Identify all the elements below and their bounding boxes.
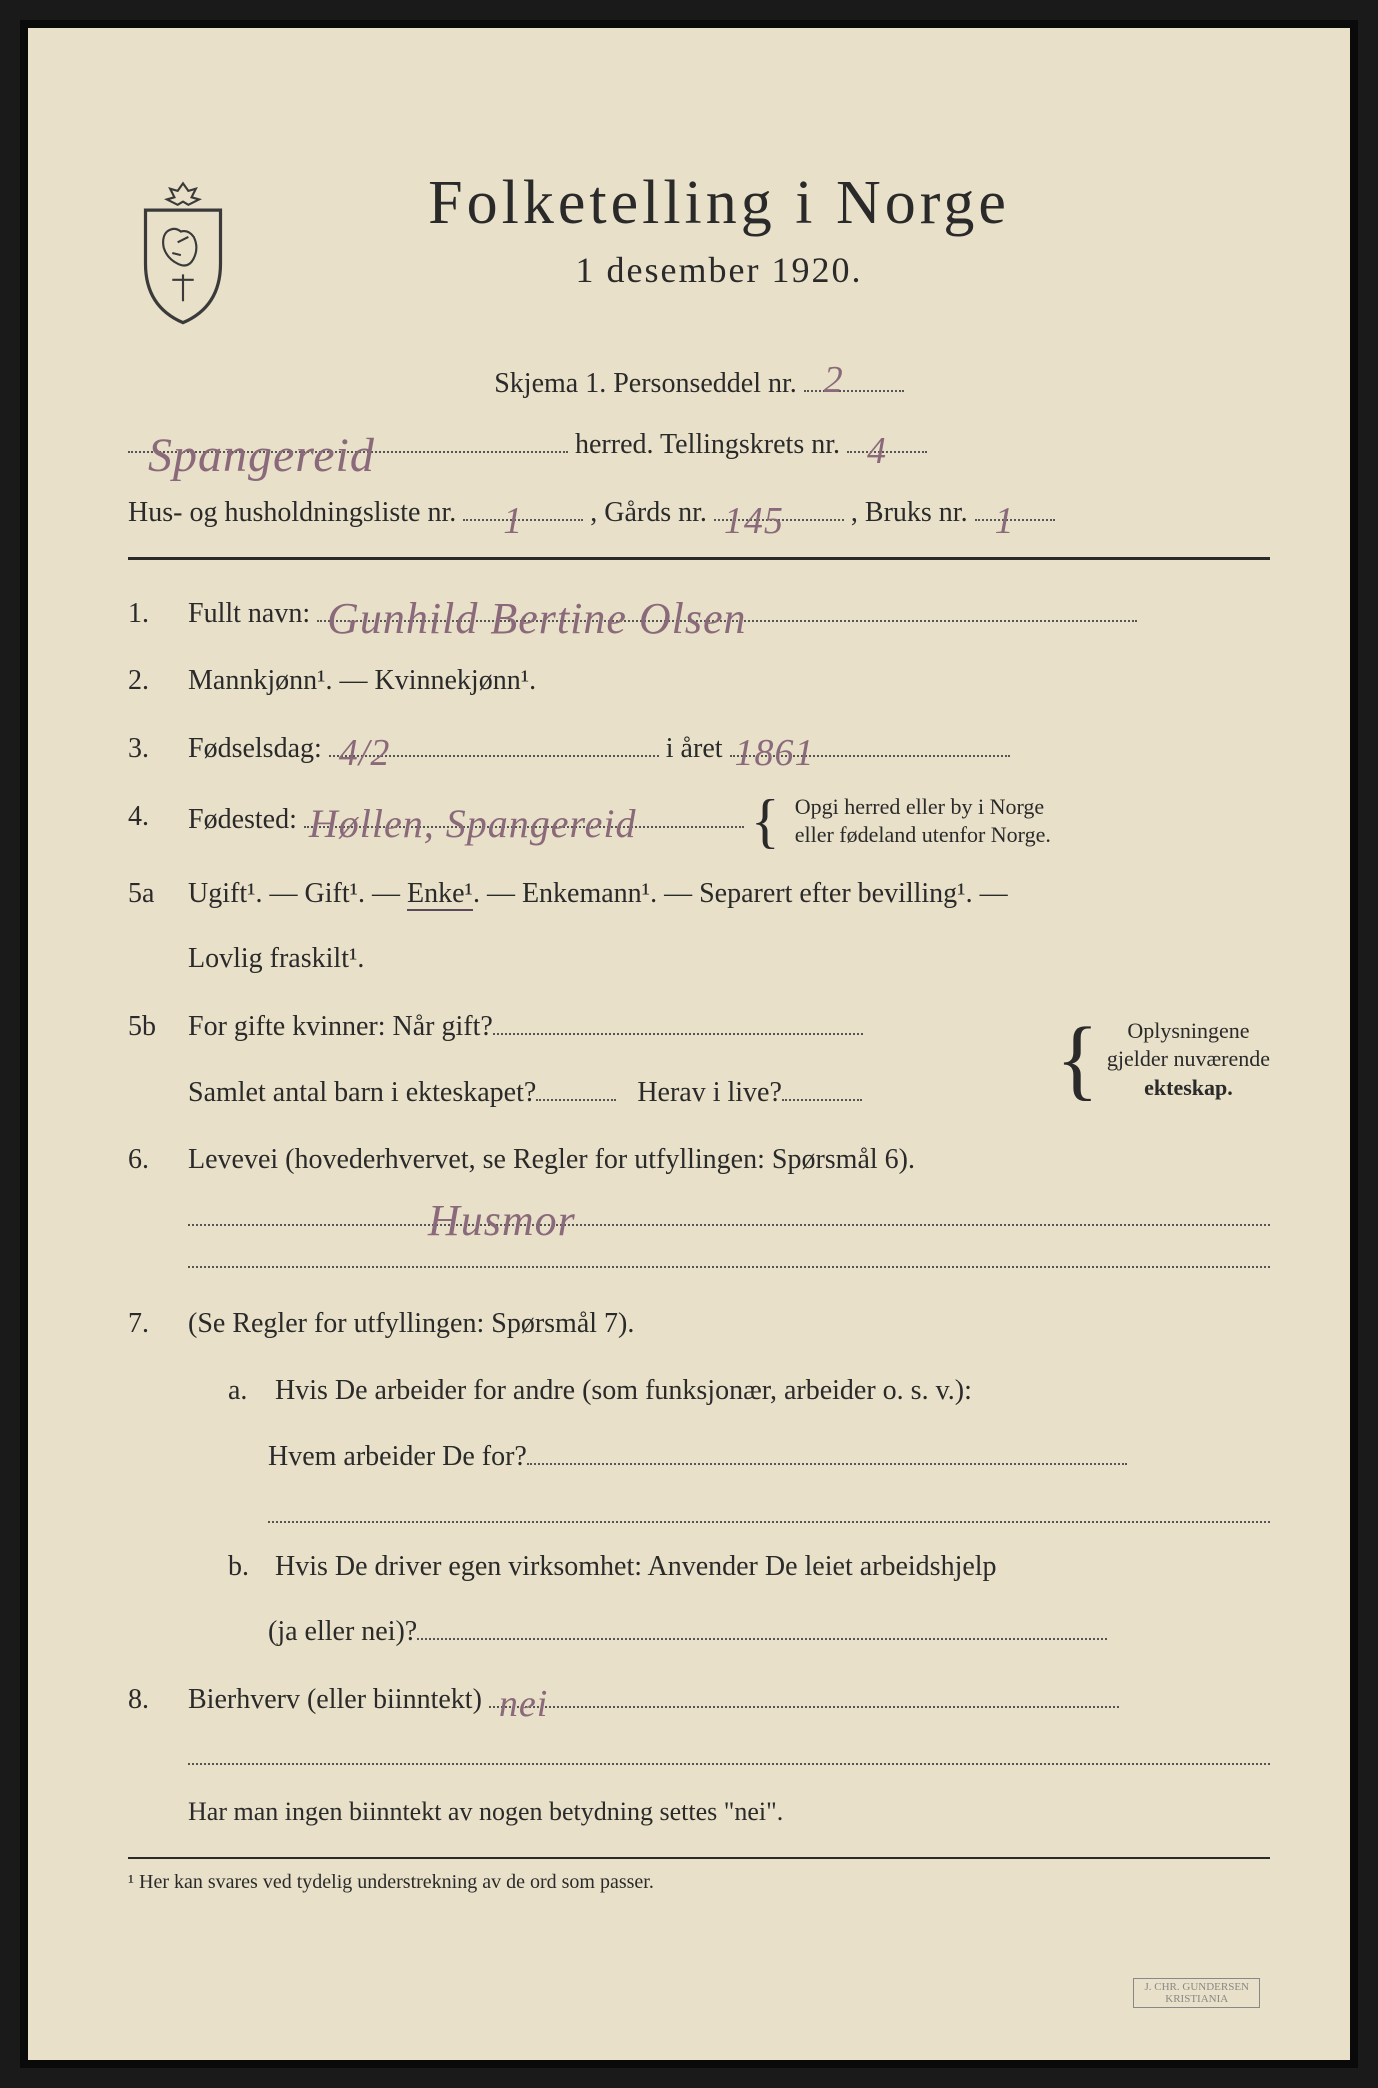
herred-label: herred. Tellingskrets nr. (575, 429, 840, 460)
q6-value: Husmor (428, 1184, 576, 1259)
q7b-label: b. (228, 1543, 268, 1591)
q7b: b. Hvis De driver egen virksomhet: Anven… (228, 1543, 1270, 1656)
q3: 3. Fødselsdag: 4/2 i året 1861 (128, 725, 1270, 773)
liste-line: Hus- og husholdningsliste nr. 1 , Gårds … (128, 488, 1270, 538)
q5b-num: 5b (128, 1003, 188, 1116)
q7-text: (Se Regler for utfyllingen: Spørsmål 7). (188, 1308, 634, 1339)
q2-text: Mannkjønn¹. — Kvinnekjønn¹. (188, 657, 1270, 705)
stamp-line1: J. CHR. GUNDERSEN (1144, 1981, 1249, 1993)
document-page: Folketelling i Norge 1 desember 1920. Sk… (20, 20, 1358, 2068)
stamp-line2: KRISTIANIA (1165, 1993, 1228, 2005)
q7b-text2: (ja eller nei)? (268, 1616, 417, 1647)
q6-text: Levevei (hovederhvervet, se Regler for u… (188, 1144, 915, 1175)
gards-nr: 145 (724, 487, 784, 555)
q7: 7. (Se Regler for utfyllingen: Spørsmål … (128, 1300, 1270, 1656)
coat-of-arms-icon (128, 178, 238, 328)
q4-note-b: eller fødeland utenfor Norge. (795, 822, 1051, 847)
q4-value: Høllen, Spangereid (309, 790, 637, 858)
krets-nr: 4 (867, 417, 887, 485)
footnote: ¹ Her kan svares ved tydelig understrekn… (128, 1871, 1270, 1894)
liste-label-c: , Bruks nr. (851, 497, 968, 528)
q4-num: 4. (128, 793, 188, 850)
q6-num: 6. (128, 1136, 188, 1280)
q8-value: nei (499, 1672, 548, 1737)
q1: 1. Fullt navn: Gunhild Bertine Olsen (128, 590, 1270, 638)
q5b-note: Oplysningene gjelder nuværende ekteskap. (1107, 1017, 1270, 1103)
q5a-num: 5a (128, 870, 188, 983)
divider (128, 557, 1270, 560)
q5b-note-c: ekteskap. (1144, 1075, 1233, 1100)
title-block: Folketelling i Norge 1 desember 1920. (268, 168, 1270, 291)
bruks-nr: 1 (995, 487, 1015, 555)
q4: 4. Fødested: Høllen, Spangereid { Opgi h… (128, 793, 1270, 850)
herred-value: Spangereid (148, 413, 375, 499)
q4-label: Fødested: (188, 804, 297, 835)
date-line: 1 desember 1920. (268, 249, 1170, 291)
q3-num: 3. (128, 725, 188, 773)
q5b: 5b For gifte kvinner: Når gift? Samlet a… (128, 1003, 1270, 1116)
q5b-note-a: Oplysningene (1127, 1018, 1249, 1043)
q2-num: 2. (128, 657, 188, 705)
q7a: a. Hvis De arbeider for andre (som funks… (228, 1367, 1270, 1522)
brace-icon: { (751, 797, 780, 845)
liste-label-b: , Gårds nr. (590, 497, 707, 528)
q1-value: Gunhild Bertine Olsen (327, 582, 746, 657)
q5b-text-b: Samlet antal barn i ekteskapet? (188, 1077, 536, 1108)
printer-stamp: J. CHR. GUNDERSEN KRISTIANIA (1133, 1978, 1260, 2008)
personseddel-nr: 2 (824, 358, 844, 402)
divider-thin (128, 1857, 1270, 1859)
q5b-text-a: For gifte kvinner: Når gift? (188, 1011, 493, 1042)
q6: 6. Levevei (hovederhvervet, se Regler fo… (128, 1136, 1270, 1280)
q3-label-a: Fødselsdag: (188, 733, 322, 764)
q4-note: Opgi herred eller by i Norge eller fødel… (795, 793, 1051, 850)
q5a-text-c: Lovlig fraskilt¹. (188, 935, 1270, 983)
q2: 2. Mannkjønn¹. — Kvinnekjønn¹. (128, 657, 1270, 705)
bottom-note: Har man ingen biinntekt av nogen betydni… (188, 1797, 1270, 1827)
q5a-text-b: . — Enkemann¹. — Separert efter bevillin… (473, 878, 1008, 909)
q7-num: 7. (128, 1300, 188, 1656)
q5b-text-c: Herav i live? (637, 1077, 782, 1108)
q1-label: Fullt navn: (188, 598, 310, 629)
q3-year: 1861 (735, 721, 815, 786)
header: Folketelling i Norge 1 desember 1920. (128, 168, 1270, 328)
q7b-text1: Hvis De driver egen virksomhet: Anvender… (275, 1551, 997, 1582)
q8: 8. Bierhverv (eller biinntekt) nei (128, 1676, 1270, 1778)
q5a: 5a Ugift¹. — Gift¹. — Enke¹. — Enkemann¹… (128, 870, 1270, 983)
q7a-text2: Hvem arbeider De for? (268, 1441, 527, 1472)
q5b-note-b: gjelder nuværende (1107, 1046, 1270, 1071)
skjema-label: Skjema 1. Personseddel nr. (494, 368, 797, 399)
skjema-line: Skjema 1. Personseddel nr. 2 (128, 368, 1270, 400)
liste-nr: 1 (503, 487, 523, 555)
q8-num: 8. (128, 1676, 188, 1778)
herred-line: Spangereid herred. Tellingskrets nr. 4 (128, 420, 1270, 470)
liste-label-a: Hus- og husholdningsliste nr. (128, 497, 456, 528)
q4-note-a: Opgi herred eller by i Norge (795, 794, 1044, 819)
q5a-enke: Enke¹ (407, 878, 473, 911)
brace-icon-2: { (1056, 1024, 1099, 1096)
q1-num: 1. (128, 590, 188, 638)
q7a-label: a. (228, 1367, 268, 1415)
q3-label-b: i året (666, 733, 723, 764)
footnote-text: ¹ Her kan svares ved tydelig understrekn… (128, 1871, 654, 1893)
q3-day: 4/2 (339, 721, 391, 786)
q5a-text-a: Ugift¹. — Gift¹. — (188, 878, 407, 909)
main-title: Folketelling i Norge (268, 168, 1170, 239)
q7a-text1: Hvis De arbeider for andre (som funksjon… (275, 1375, 972, 1406)
q8-label: Bierhverv (eller biinntekt) (188, 1684, 482, 1715)
